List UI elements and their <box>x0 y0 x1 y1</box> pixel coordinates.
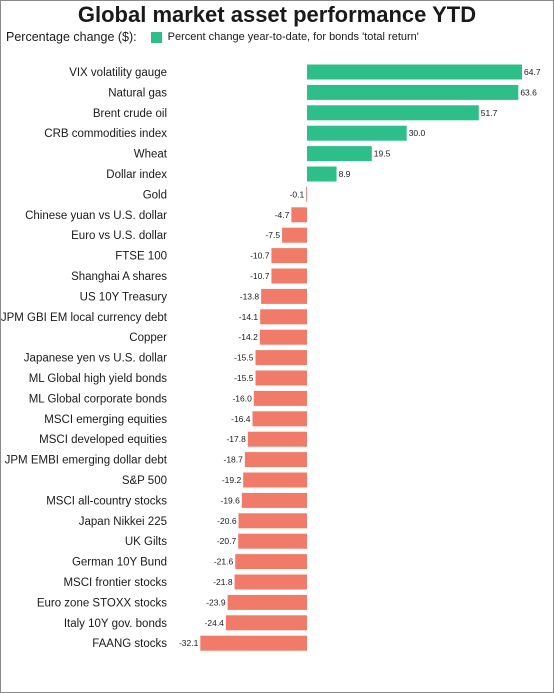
bar <box>271 248 307 264</box>
category-label: Gold <box>143 189 167 201</box>
category-label: FTSE 100 <box>115 251 167 263</box>
value-label: -10.7 <box>250 251 270 261</box>
bar <box>307 125 407 141</box>
bar <box>259 329 307 345</box>
category-label: MSCI developed equities <box>39 434 167 446</box>
bar <box>255 370 307 386</box>
value-label: 30.0 <box>409 128 426 138</box>
value-label: -17.8 <box>226 434 246 444</box>
value-label: -21.8 <box>213 577 233 587</box>
category-label: Brent crude oil <box>93 108 167 120</box>
value-label: 64.7 <box>524 67 541 77</box>
category-label: MSCI frontier stocks <box>63 577 167 589</box>
category-label: Japanese yen vs U.S. dollar <box>24 353 167 365</box>
value-label: -0.1 <box>290 189 305 199</box>
chart-title: Global market asset performance YTD <box>77 2 477 27</box>
bar <box>225 615 307 631</box>
value-label: -19.2 <box>222 475 242 485</box>
category-label: Chinese yuan vs U.S. dollar <box>25 210 167 222</box>
bar <box>307 166 337 182</box>
bar <box>252 411 307 427</box>
category-label: S&P 500 <box>122 475 167 487</box>
bar <box>291 207 307 223</box>
bar <box>238 533 307 549</box>
bar <box>227 594 307 610</box>
value-label: -7.5 <box>265 230 280 240</box>
value-label: -32.1 <box>179 638 199 648</box>
bar <box>200 635 307 651</box>
category-label: JPM EMBI emerging dollar debt <box>5 455 168 467</box>
category-label: Euro vs U.S. dollar <box>71 230 167 242</box>
bar <box>235 554 307 570</box>
bar <box>255 350 307 366</box>
category-label: CRB commodities index <box>44 128 167 140</box>
value-label: -16.0 <box>232 393 252 403</box>
category-label: Japan Nikkei 225 <box>79 516 167 528</box>
category-label: ML Global corporate bonds <box>29 393 168 405</box>
value-label: 19.5 <box>374 149 391 159</box>
category-label: MSCI emerging equities <box>44 414 167 426</box>
category-label: VIX volatility gauge <box>69 67 167 79</box>
category-label: MSCI all-country stocks <box>46 495 167 507</box>
bar <box>247 431 307 447</box>
category-label: Shanghai A shares <box>71 271 167 283</box>
value-label: -18.7 <box>223 455 243 465</box>
value-label: -4.7 <box>275 210 290 220</box>
category-label: US 10Y Treasury <box>80 291 168 303</box>
value-label: -14.2 <box>238 332 258 342</box>
value-label: 8.9 <box>339 169 351 179</box>
bar <box>307 105 479 121</box>
value-label: -21.6 <box>214 557 234 567</box>
legend-series-label: Percent change year-to-date, for bonds '… <box>167 31 419 43</box>
bar <box>282 227 307 243</box>
category-label: Natural gas <box>108 87 167 99</box>
category-label: Wheat <box>134 149 168 161</box>
value-label: -24.4 <box>205 618 225 628</box>
value-label: -19.6 <box>220 495 240 505</box>
category-label: Dollar index <box>106 169 167 181</box>
bar <box>271 268 307 284</box>
bar <box>243 472 307 488</box>
bar <box>253 390 307 406</box>
value-label: -10.7 <box>250 271 270 281</box>
category-label: Italy 10Y gov. bonds <box>64 618 167 630</box>
value-label: 63.6 <box>520 87 537 97</box>
value-label: -20.6 <box>217 516 237 526</box>
bar <box>260 309 307 325</box>
legend-units-label: Percentage change ($): <box>6 30 137 44</box>
legend-swatch <box>150 31 162 43</box>
category-label: ML Global high yield bonds <box>29 373 168 385</box>
bar <box>234 574 307 590</box>
bar <box>306 186 307 202</box>
chart-legend: Percentage change ($): Percent change ye… <box>6 30 419 44</box>
value-label: -15.5 <box>234 373 254 383</box>
bar <box>307 64 522 80</box>
value-label: -16.4 <box>231 414 251 424</box>
category-label: JPM GBI EM local currency debt <box>1 312 168 324</box>
category-label: UK Gilts <box>125 536 167 548</box>
bar <box>238 513 307 529</box>
value-label: -20.7 <box>217 536 237 546</box>
category-label: German 10Y Bund <box>72 557 167 569</box>
value-label: 51.7 <box>481 108 498 118</box>
bar <box>241 492 307 508</box>
bar <box>307 146 372 162</box>
category-label: Euro zone STOXX stocks <box>37 597 167 609</box>
value-label: -23.9 <box>206 597 226 607</box>
bar <box>244 452 307 468</box>
bar <box>307 84 519 100</box>
value-label: -14.1 <box>239 312 259 322</box>
category-label: Copper <box>129 332 167 344</box>
value-label: -13.8 <box>240 291 260 301</box>
value-label: -15.5 <box>234 353 254 363</box>
bar <box>261 288 307 304</box>
category-label: FAANG stocks <box>92 638 167 650</box>
